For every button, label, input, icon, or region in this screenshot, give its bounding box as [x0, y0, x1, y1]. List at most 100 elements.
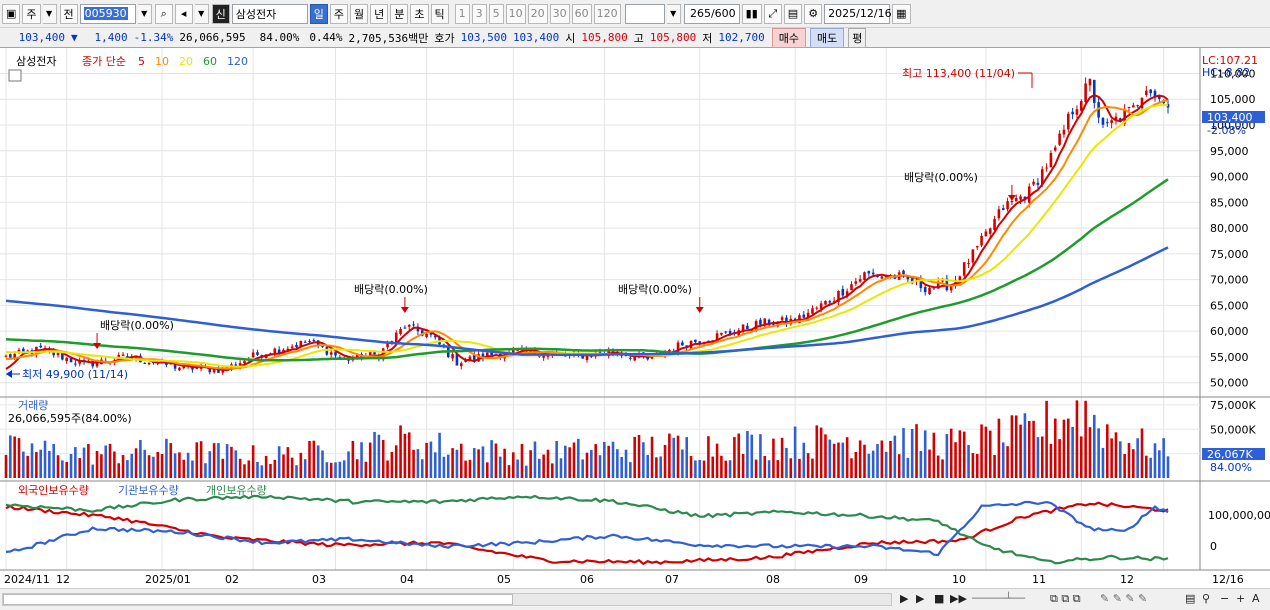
period-tab-4[interactable]: 분 — [390, 3, 409, 24]
volume-bar — [1079, 436, 1083, 478]
volume-bar — [208, 451, 212, 478]
minute-tick-10[interactable]: 10 — [505, 3, 526, 24]
candle-body — [74, 363, 77, 365]
candle-body — [858, 279, 862, 282]
volume-bar — [126, 460, 129, 478]
volume-bar — [568, 447, 571, 478]
period-type-button[interactable]: 주 — [22, 3, 41, 24]
individual-holdings-line — [5, 494, 1169, 565]
candle-body — [863, 272, 866, 281]
turnover-rate: 0.44% — [309, 31, 343, 44]
volume-bar — [511, 452, 515, 478]
tools-icon[interactable]: ✎ ✎ ✎ ✎ — [1100, 592, 1148, 605]
minute-tick-1[interactable]: 1 — [454, 3, 470, 24]
volume-bar — [420, 459, 424, 478]
candle-body — [65, 357, 68, 362]
stock-name-field[interactable]: 삼성전자 — [231, 3, 308, 24]
chart-menu-icon[interactable]: ▣ — [2, 3, 21, 24]
x-axis-label: 05 — [497, 573, 511, 586]
volume-bar — [993, 454, 996, 478]
data-count-field[interactable]: 265/600 — [683, 3, 740, 24]
minute-dropdown-icon[interactable]: ▼ — [666, 3, 681, 24]
dividend-arrow-head — [1007, 195, 1016, 201]
stop-icon[interactable]: ■ — [934, 592, 945, 605]
minute-tick-3[interactable]: 3 — [471, 3, 487, 24]
evaluate-button[interactable]: 평 — [848, 27, 867, 48]
period-tab-2[interactable]: 월 — [350, 3, 369, 24]
minute-tick-120[interactable]: 120 — [593, 3, 621, 24]
volume-bar — [1014, 415, 1018, 478]
volume-bar — [165, 438, 168, 478]
volume-bar — [815, 425, 819, 478]
save-icon[interactable]: ▤ — [783, 3, 803, 24]
code-dropdown-icon[interactable]: ▼ — [137, 3, 152, 24]
minute-tick-20[interactable]: 20 — [527, 3, 548, 24]
scrollbar-thumb[interactable] — [3, 594, 513, 605]
gear-icon[interactable]: ⚙ — [804, 3, 823, 24]
search-icon[interactable]: ⌕ — [154, 3, 173, 24]
x-axis-label: 09 — [854, 573, 868, 586]
zoom-icon[interactable]: ⚲ — [1202, 592, 1211, 605]
volume-bar — [61, 460, 64, 478]
period-tab-0[interactable]: 일 — [309, 3, 328, 24]
chevron-down-icon[interactable]: ▼ — [42, 3, 57, 24]
candle-body — [759, 319, 762, 325]
volume-bar — [737, 433, 741, 478]
play-fast-icon[interactable]: ▶ — [916, 592, 925, 605]
candle-body — [971, 249, 975, 263]
stock-chart[interactable]: 75,000K 50,000K 100,000,00 0 110,000 105,00… — [0, 48, 1270, 588]
horizontal-scrollbar[interactable] — [2, 593, 892, 606]
sell-button[interactable]: 매도 — [810, 27, 845, 48]
volume-bar — [889, 440, 892, 478]
candle-body — [1106, 122, 1109, 124]
chart-background — [0, 48, 1270, 588]
volume-bar — [785, 447, 788, 478]
volume-bar — [160, 453, 164, 478]
period-tab-5[interactable]: 초 — [410, 3, 429, 24]
candle-body — [195, 367, 199, 369]
candle-body — [1079, 101, 1083, 111]
draw-tool-icon[interactable]: ⤢ — [763, 3, 782, 24]
volume-bar — [4, 454, 8, 478]
period-tab-3[interactable]: 년 — [370, 3, 389, 24]
play-icon[interactable]: ▶ — [900, 592, 909, 605]
volume-bar — [975, 453, 979, 478]
prev-button[interactable]: 전 — [59, 3, 78, 24]
period-tab-6[interactable]: 틱 — [430, 3, 449, 24]
open-label: 시 — [565, 31, 576, 45]
date-field[interactable]: 2025/12/16 — [824, 3, 892, 24]
volume-bar — [472, 448, 476, 478]
price-axis-label: 105,000 — [1210, 93, 1256, 106]
speaker-icon[interactable]: ◂ — [174, 3, 193, 24]
period-tab-1[interactable]: 주 — [329, 3, 349, 24]
buy-button[interactable]: 매수 — [771, 27, 806, 48]
minute-tick-30[interactable]: 30 — [549, 3, 570, 24]
candle-body — [529, 348, 532, 354]
minute-tick-60[interactable]: 60 — [571, 3, 592, 24]
font-size-icon[interactable]: A — [1252, 592, 1260, 605]
zoom-in-icon[interactable]: + — [1236, 592, 1246, 605]
zoom-out-icon[interactable]: − — [1220, 592, 1230, 605]
speaker-dropdown-icon[interactable]: ▼ — [194, 3, 209, 24]
candle-body — [746, 325, 749, 330]
layout-icon[interactable]: ⧉ ⧉ ⧉ — [1050, 592, 1081, 605]
volume-bar — [698, 459, 702, 478]
stock-code-input[interactable]: 005930 — [79, 3, 136, 24]
price-axis-label: 60,000 — [1210, 325, 1249, 338]
minute-tick-5[interactable]: 5 — [488, 3, 504, 24]
volume-bar — [525, 465, 528, 478]
dividend-annotations: 배당락(0.00%) 배당락(0.00%) 배당락(0.00%) 배당락(0.00%) — [6, 72, 1033, 378]
volume-bar — [811, 458, 814, 478]
volume-bar — [498, 456, 502, 478]
candle-body — [806, 312, 810, 318]
calendar-icon[interactable]: ▦ — [892, 3, 911, 24]
candle-body — [334, 352, 337, 356]
volume-bar — [945, 434, 949, 478]
candle-body — [854, 281, 858, 284]
low-annotation: 최저 49,900 (11/14) — [22, 368, 128, 381]
fast-forward-icon[interactable]: ▶▶ — [950, 592, 967, 605]
candle-type-icon[interactable]: ▮▮ — [741, 3, 762, 24]
print-icon[interactable]: ▤ — [1185, 592, 1196, 605]
minute-input[interactable] — [624, 3, 665, 24]
zoom-slider[interactable]: ─────┴── — [972, 592, 1025, 605]
